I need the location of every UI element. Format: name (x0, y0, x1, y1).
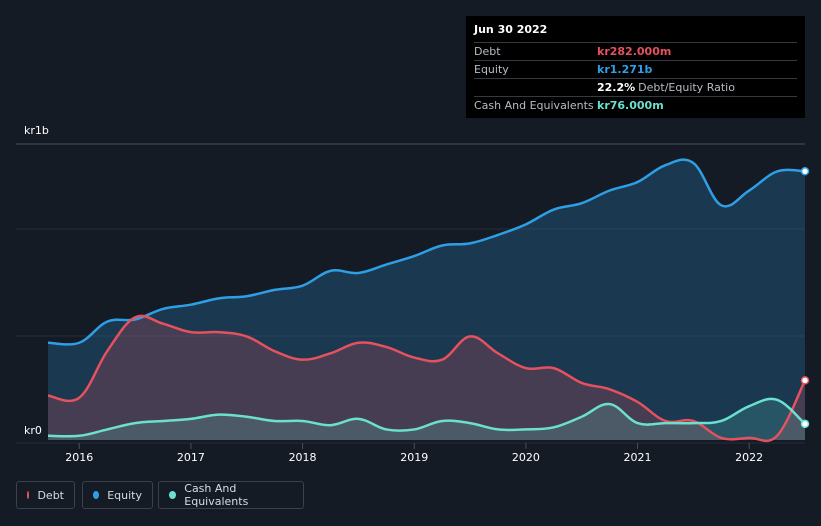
tooltip-row-debt: Debt kr282.000m (474, 42, 797, 60)
x-tick-label: 2017 (177, 451, 205, 464)
y-axis-label-bottom: kr0 (24, 424, 42, 437)
x-tick-label: 2018 (289, 451, 317, 464)
debt-dot-icon (27, 491, 30, 499)
tooltip-value: kr282.000m (597, 45, 672, 58)
series-areas (48, 159, 805, 441)
x-tick-label: 2022 (735, 451, 763, 464)
tooltip-row-cash: Cash And Equivalents kr76.000m (474, 96, 797, 114)
x-tick-label: 2020 (512, 451, 540, 464)
tooltip-label: Cash And Equivalents (474, 99, 594, 112)
equity-dot-icon (93, 491, 100, 499)
data-tooltip: Jun 30 2022 Debt kr282.000m Equity kr1.2… (466, 16, 805, 118)
tooltip-value: kr1.271b (597, 63, 653, 76)
tooltip-label: Debt (474, 45, 501, 58)
equity-area (48, 159, 805, 441)
tooltip-row-ratio: 22.2% Debt/Equity Ratio (474, 78, 797, 96)
equity-line (47, 158, 806, 346)
tooltip-note: Debt/Equity Ratio (638, 81, 735, 94)
tooltip-row-equity: Equity kr1.271b (474, 60, 797, 78)
x-tick-label: 2016 (65, 451, 93, 464)
tooltip-value: kr76.000m (597, 99, 664, 112)
debt-line (47, 314, 807, 443)
y-axis-label-top: kr1b (24, 124, 49, 137)
gridlines (16, 143, 805, 444)
legend-debt-label: Debt (37, 488, 64, 502)
cash-and-equivalents-line (47, 397, 806, 438)
series-lines (47, 158, 807, 443)
cash-and-equivalents-area (48, 398, 805, 440)
equity-end-marker (800, 167, 810, 176)
x-axis-ticks: 2016 2017 2018 2019 2020 2021 2022 (65, 443, 763, 464)
x-tick-label: 2019 (400, 451, 428, 464)
legend-equity[interactable]: Equity (82, 481, 153, 509)
tooltip-label (474, 79, 597, 96)
legend-cash-label: Cash And Equivalents (184, 482, 249, 508)
cash-and-equivalents-end-marker (800, 419, 810, 429)
tooltip-date: Jun 30 2022 (474, 23, 548, 36)
legend-debt[interactable]: Debt (16, 481, 75, 509)
legend-cash[interactable]: Cash And Equivalents (158, 481, 304, 509)
debt-area (48, 315, 805, 441)
tooltip-label: Equity (474, 63, 509, 76)
debt-end-marker (800, 376, 810, 385)
x-tick-label: 2021 (624, 451, 652, 464)
tooltip-value: 22.2% (597, 81, 636, 94)
end-markers (800, 167, 810, 429)
legend-equity-label: Equity (107, 488, 142, 502)
cash-dot-icon (169, 491, 177, 499)
